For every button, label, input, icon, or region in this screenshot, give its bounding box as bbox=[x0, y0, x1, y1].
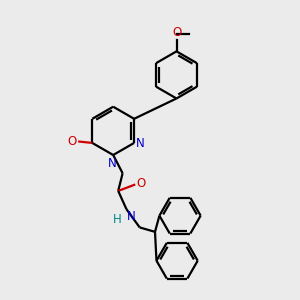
Text: N: N bbox=[108, 158, 117, 170]
Text: O: O bbox=[172, 26, 181, 39]
Text: N: N bbox=[136, 137, 144, 150]
Text: O: O bbox=[68, 135, 77, 148]
Text: N: N bbox=[127, 210, 136, 224]
Text: H: H bbox=[113, 213, 122, 226]
Text: O: O bbox=[136, 177, 146, 190]
